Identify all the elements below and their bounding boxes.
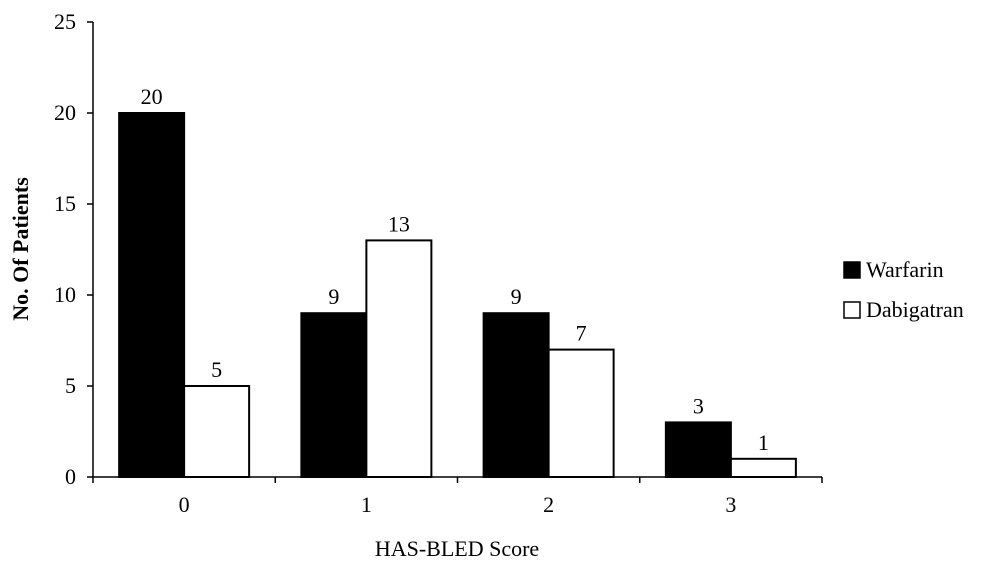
legend-label-warfarin: Warfarin [866, 257, 944, 282]
data-label-warfarin-3: 3 [693, 393, 704, 418]
y-tick-label: 15 [54, 191, 76, 216]
legend: Warfarin Dabigatran [843, 257, 964, 322]
x-tick-label: 0 [179, 492, 190, 517]
x-tick-label: 2 [543, 492, 554, 517]
data-label-dabigatran-0: 5 [211, 357, 222, 382]
data-label-warfarin-2: 9 [511, 284, 522, 309]
plot-area: 20 9 9 3 5 13 7 1 [118, 84, 797, 479]
y-tick-label: 5 [65, 373, 76, 398]
y-tick-label: 25 [54, 9, 76, 34]
x-tick-label: 1 [361, 492, 372, 517]
bar-dabigatran-1 [365, 239, 433, 478]
legend-swatch-dabigatran [843, 301, 861, 319]
y-tick-label: 10 [54, 282, 76, 307]
bar-warfarin-3 [664, 421, 732, 478]
bar-dabigatran-0 [183, 385, 251, 478]
bar-warfarin-1 [300, 312, 368, 479]
x-axis-title: HAS-BLED Score [375, 536, 539, 561]
legend-label-dabigatran: Dabigatran [866, 297, 964, 322]
y-tick-label: 0 [65, 464, 76, 489]
bar-warfarin-0 [118, 112, 186, 478]
data-label-dabigatran-1: 13 [388, 211, 410, 236]
y-tick-label: 20 [54, 100, 76, 125]
data-label-dabigatran-2: 7 [576, 321, 587, 346]
data-label-warfarin-1: 9 [328, 284, 339, 309]
y-axis-title: No. Of Patients [8, 177, 33, 321]
legend-swatch-warfarin [843, 261, 861, 279]
bar-dabigatran-2 [547, 348, 615, 479]
data-label-warfarin-0: 20 [141, 84, 163, 109]
data-label-dabigatran-3: 1 [758, 430, 769, 455]
bar-dabigatran-3 [729, 457, 797, 478]
x-tick-label: 3 [725, 492, 736, 517]
bar-warfarin-2 [482, 312, 550, 479]
